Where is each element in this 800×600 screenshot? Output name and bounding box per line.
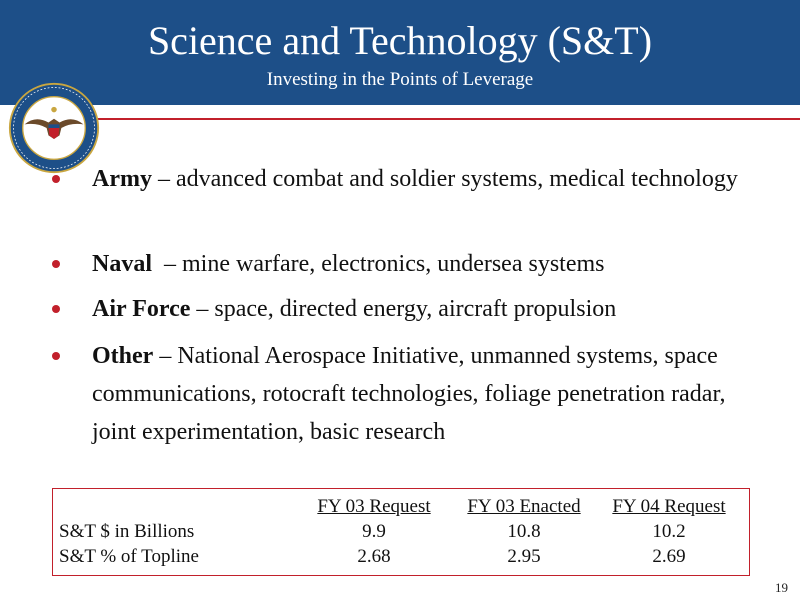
- table-cell: 10.8: [507, 521, 541, 542]
- bullet-text: Other – National Aerospace Initiative, u…: [92, 337, 752, 451]
- column-header: FY 03 Request: [317, 496, 431, 517]
- bullet-term: Air Force: [92, 296, 191, 322]
- bullet-text: Air Force – space, directed energy, airc…: [92, 290, 772, 328]
- table-cell: 2.69: [652, 546, 686, 567]
- table-cell: 10.2: [652, 521, 686, 542]
- slide-subtitle: Investing in the Points of Leverage: [266, 69, 534, 90]
- bullet-dot: [52, 305, 60, 313]
- slide-title: Science and Technology (S&T): [147, 18, 653, 63]
- budget-table-box: FY 03 Request FY 03 Enacted FY 04 Reques…: [52, 488, 750, 576]
- table-row: S&T % of Topline 2.68 2.95 2.69: [59, 544, 739, 569]
- bullet-text: Army – advanced combat and soldier syste…: [92, 160, 772, 198]
- slide-header: Science and Technology (S&T) Investing i…: [0, 0, 800, 105]
- bullet-description: – National Aerospace Initiative, unmanne…: [92, 343, 726, 445]
- bullet-term: Other: [92, 343, 154, 369]
- row-label: S&T % of Topline: [59, 546, 199, 567]
- table-cell: 2.68: [357, 546, 391, 567]
- bullet-army: Army – advanced combat and soldier syste…: [52, 160, 772, 198]
- column-header: [59, 494, 299, 519]
- row-label: S&T $ in Billions: [59, 521, 195, 542]
- bullet-term: Naval: [92, 251, 152, 277]
- table-cell: 9.9: [362, 521, 386, 542]
- bullet-description: – space, directed energy, aircraft propu…: [190, 296, 617, 322]
- budget-table: FY 03 Request FY 03 Enacted FY 04 Reques…: [59, 494, 739, 569]
- bullet-dot: [52, 175, 60, 183]
- table-row: S&T $ in Billions 9.9 10.8 10.2: [59, 519, 739, 544]
- bullet-text: Naval – mine warfare, electronics, under…: [92, 245, 772, 283]
- bullet-other: Other – National Aerospace Initiative, u…: [52, 337, 752, 451]
- page-number: 19: [775, 580, 788, 595]
- column-header: FY 04 Request: [612, 496, 726, 517]
- bullet-term: Army: [92, 166, 152, 192]
- header-divider: [95, 118, 800, 120]
- bullet-dot: [52, 352, 60, 360]
- bullet-air-force: Air Force – space, directed energy, airc…: [52, 290, 772, 328]
- column-header: FY 03 Enacted: [467, 496, 581, 517]
- bullet-description: – mine warfare, electronics, undersea sy…: [152, 251, 605, 277]
- table-cell: 2.95: [507, 546, 541, 567]
- bullet-description: – advanced combat and soldier systems, m…: [151, 166, 738, 192]
- table-header-row: FY 03 Request FY 03 Enacted FY 04 Reques…: [59, 494, 739, 519]
- bullet-dot: [52, 260, 60, 268]
- department-of-defense-seal-icon: [8, 82, 100, 174]
- bullet-naval: Naval – mine warfare, electronics, under…: [52, 245, 772, 283]
